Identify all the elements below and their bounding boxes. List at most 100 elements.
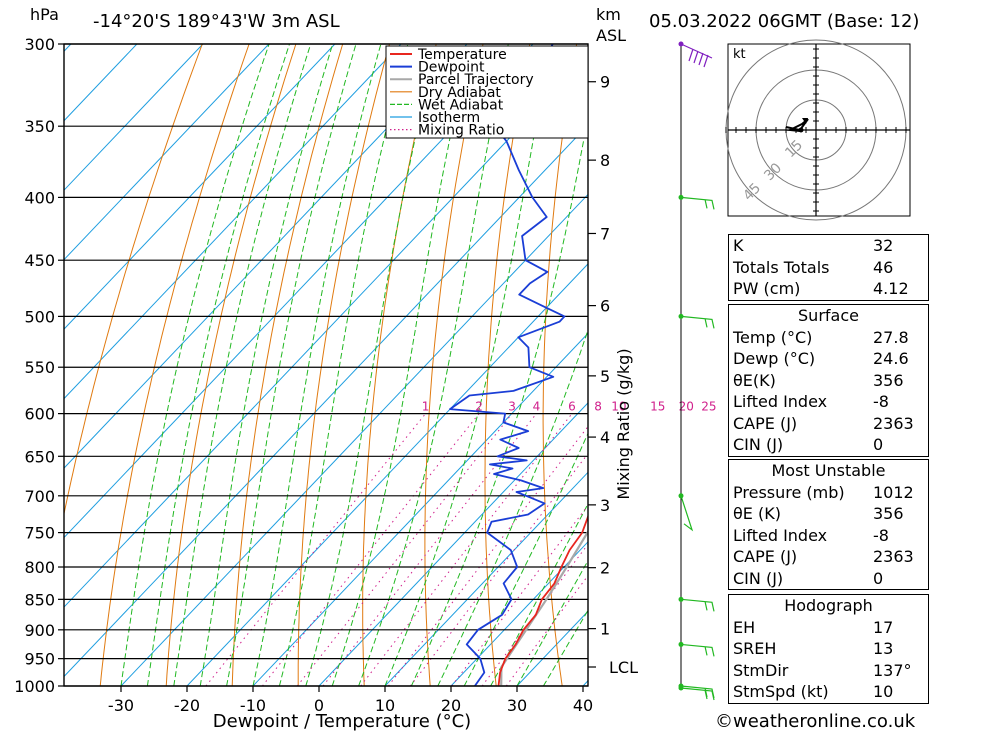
wet-adiabat-line xyxy=(463,432,588,686)
temperature-tick-label: -20 xyxy=(174,696,200,715)
legend-label: Temperature xyxy=(417,47,507,63)
dry-adiabat-line xyxy=(165,44,297,686)
altitude-tick-label: 6 xyxy=(600,297,610,316)
mixing-ratio-label: 4 xyxy=(533,400,541,414)
altitude-tick-label: 3 xyxy=(600,496,610,515)
temperature-line xyxy=(497,514,588,686)
plot-frame xyxy=(63,43,589,687)
pressure-tick-label: 600 xyxy=(24,405,55,424)
most-unstable-title: Most Unstable xyxy=(771,461,886,480)
isotherm-line xyxy=(64,44,270,261)
legend-box xyxy=(385,45,589,139)
surface-cape-value: 2363 xyxy=(873,413,914,433)
dry-adiabat-line xyxy=(424,44,484,686)
totals-totals-row: Totals Totals 46 xyxy=(729,257,928,279)
surface-title: Surface xyxy=(798,306,859,325)
mixing-ratio-axis-label: Mixing Ratio (g/kg) xyxy=(614,348,633,499)
mixing-ratio-label: 2 xyxy=(475,400,483,414)
k-index-row: K 32 xyxy=(729,235,928,257)
stmdir-row: StmDir 137° xyxy=(729,660,928,682)
pressure-tick-label: 350 xyxy=(24,117,55,136)
pressure-tick-label: 500 xyxy=(24,307,55,326)
isotherm-line xyxy=(0,44,5,686)
totals-totals-label: Totals Totals xyxy=(733,257,830,277)
wet-adiabat-line xyxy=(120,44,270,686)
legend-label: Mixing Ratio xyxy=(418,123,504,139)
mu-pressure-label: Pressure (mb) xyxy=(733,482,845,502)
pw-label: PW (cm) xyxy=(733,279,801,298)
pw-value: 4.12 xyxy=(873,279,909,298)
surface-li-label: Lifted Index xyxy=(733,392,828,411)
mixing-ratio-label: 15 xyxy=(650,400,665,414)
asl-label: ASL xyxy=(596,26,626,45)
pressure-tick-label: 650 xyxy=(24,447,55,466)
mu-cin-label: CIN (J) xyxy=(733,568,784,588)
hodograph-table: Hodograph EH 17 SREH 13 StmDir 137° StmSpd … xyxy=(728,594,929,704)
surface-thetae-row: θE(K) 356 xyxy=(729,370,928,392)
totals-totals-value: 46 xyxy=(873,257,894,277)
surface-li-value: -8 xyxy=(873,392,889,411)
altitude-tick-label: 8 xyxy=(600,151,610,170)
mu-li-row: Lifted Index -8 xyxy=(729,525,928,547)
surface-dewp-row: Dewp (°C) 24.6 xyxy=(729,348,928,370)
wet-adiabat-line xyxy=(490,502,588,686)
isotherm-line xyxy=(450,541,588,686)
hodograph-title: Hodograph xyxy=(784,596,873,615)
mu-pressure-value: 1012 xyxy=(873,482,914,502)
mixing-ratio-label: 25 xyxy=(701,400,716,414)
mixing-ratio-line xyxy=(505,574,588,686)
isotherm-line xyxy=(252,332,588,686)
wet-adiabat-line xyxy=(358,44,509,686)
wind-barb xyxy=(680,495,694,532)
mixing-ratio-line xyxy=(296,413,513,686)
mixing-ratio-label: 6 xyxy=(568,400,576,414)
wind-barb xyxy=(680,687,715,701)
x-axis-label: Dewpoint / Temperature (°C) xyxy=(213,711,471,732)
mu-cape-value: 2363 xyxy=(873,547,914,566)
wind-barb xyxy=(680,643,715,657)
mu-cape-label: CAPE (J) xyxy=(733,547,798,566)
surface-dewp-value: 24.6 xyxy=(873,349,909,368)
mixing-ratio-label: 8 xyxy=(594,400,602,414)
surface-dewp-label: Dewp (°C) xyxy=(733,349,816,368)
temperature-tick-label: -30 xyxy=(108,696,134,715)
copyright-footer: ©weatheronline.co.uk xyxy=(715,711,916,732)
surface-cin-row: CIN (J) 0 xyxy=(729,434,928,456)
surface-temp-value: 27.8 xyxy=(873,327,909,347)
isotherm-line xyxy=(64,44,336,330)
stmdir-label: StmDir xyxy=(733,660,789,680)
temperature-tick-label: 30 xyxy=(507,696,527,715)
pressure-tick-label: 550 xyxy=(24,358,55,377)
pressure-tick-label: 450 xyxy=(24,251,55,270)
mu-pressure-row: Pressure (mb) 1012 xyxy=(729,482,928,504)
pressure-tick-label: 400 xyxy=(24,188,55,207)
eh-row: EH 17 xyxy=(729,617,928,639)
isotherm-line xyxy=(318,402,588,686)
isotherm-line xyxy=(64,44,534,539)
dry-adiabat-line xyxy=(231,44,344,686)
surface-table: Surface Temp (°C) 27.8 Dewp (°C) 24.6 θE(K… xyxy=(728,304,929,457)
altitude-tick-label: 7 xyxy=(600,224,610,243)
legend-label: Wet Adiabat xyxy=(418,97,504,113)
wet-adiabat-line xyxy=(516,559,588,686)
temperature-tick-label: 0 xyxy=(314,696,324,715)
dry-adiabat-line xyxy=(654,44,694,686)
stmspd-row: StmSpd (kt) 10 xyxy=(729,681,928,703)
dry-adiabat-line xyxy=(951,44,1000,686)
mu-li-label: Lifted Index xyxy=(733,525,828,545)
isotherm-line xyxy=(64,44,138,122)
temperature-tick-label: 20 xyxy=(441,696,461,715)
wet-adiabat-line xyxy=(331,44,472,686)
wet-adiabat-line xyxy=(146,44,290,686)
surface-temp-label: Temp (°C) xyxy=(733,327,813,347)
hodograph-arrowhead xyxy=(802,118,808,124)
mu-cin-value: 0 xyxy=(873,568,884,588)
altitude-tick-label: 9 xyxy=(600,73,610,92)
surface-li-row: Lifted Index -8 xyxy=(729,391,928,413)
sreh-label: SREH xyxy=(733,639,777,658)
surface-thetae-value: 356 xyxy=(873,370,904,390)
mu-li-value: -8 xyxy=(873,525,889,545)
mixing-ratio-label: 3 xyxy=(508,400,516,414)
wet-adiabat-line xyxy=(278,44,409,686)
